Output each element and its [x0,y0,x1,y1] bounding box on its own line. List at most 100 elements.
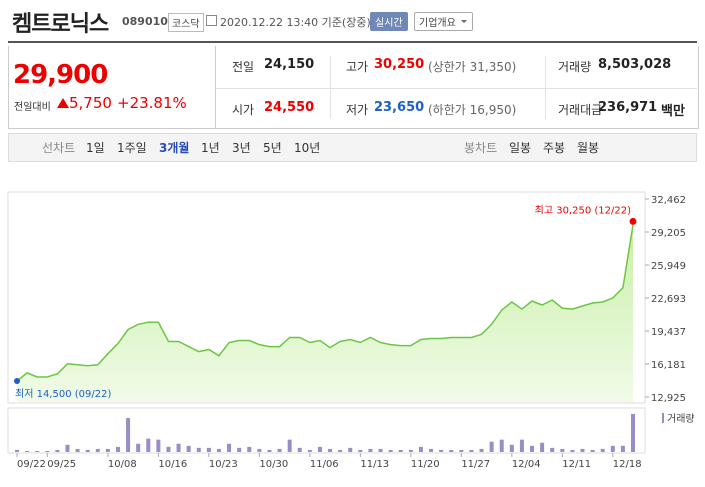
period-tab[interactable]: 1주일 [117,141,147,155]
volume-bar [35,450,40,452]
stat-value: 30,250 [374,57,425,72]
y-tick-label: 32,462 [651,195,686,206]
volume-bar [459,449,464,452]
volume-bar [388,449,393,452]
period-tab[interactable]: 1년 [201,141,220,155]
volume-bar [439,449,444,452]
volume-bar [398,449,403,452]
period-tab[interactable]: 3개월 [159,141,190,155]
volume-bar [146,438,151,452]
timestamp: 2020.12.22 13:40 기준(장중) [220,16,371,29]
y-tick-label: 29,205 [651,228,686,239]
volume-bar [358,449,363,452]
y-tick-label: 16,181 [651,360,686,371]
high-marker [629,217,637,225]
low-marker [14,378,20,385]
volume-bar [469,449,474,452]
change-pct: +23.81% [117,94,187,112]
volume-bar [176,443,181,452]
volume-legend: 거래량 [667,413,695,425]
stat-note: 백만 [661,104,685,119]
company-info-dropdown[interactable]: 기업개요 [414,12,473,31]
stat-value: 23,650 [374,100,425,115]
price-line [16,224,634,382]
y-tick-label: 22,693 [651,294,686,305]
realtime-button[interactable]: 실시간 [370,12,408,31]
period-tab[interactable]: 10년 [294,141,321,155]
market-badge: 코스닥 [168,13,204,32]
stat-note: (하한가 16,950) [428,103,517,117]
volume-bar [550,447,555,452]
quote-box [8,46,699,129]
divider [8,41,697,43]
volume-bar [499,439,504,452]
tab-group-label: 봉차트 [464,141,498,155]
volume-bar [378,448,383,452]
volume-bar [429,448,434,452]
volume-bar [610,445,615,452]
stat-value: 236,971 [598,100,658,115]
stat-label: 고가 [346,60,369,74]
volume-bar [560,448,565,452]
volume-bar [368,448,373,452]
volume-bar [449,449,454,452]
x-tick-label: 12/04 [512,459,541,470]
current-price: 29,900 [13,60,108,90]
volume-bar [95,448,100,452]
volume-bar [65,444,70,452]
stat-value: 8,503,028 [598,57,672,72]
volume-bar [489,441,494,452]
change: 5,750 [69,94,112,112]
x-tick-label: 09/22 [17,459,46,470]
stat-label: 거래량 [558,60,592,74]
up-arrow [57,98,69,108]
volume-bar [600,448,605,452]
volume-bar [570,449,575,452]
price-area [17,225,633,402]
volume-bar [590,449,595,452]
volume-bar [55,449,60,452]
volume-bar [297,447,302,452]
change-label: 전일대비 [14,102,51,113]
candle-tab[interactable]: 일봉 [509,141,532,155]
tab-group-label: 선차트 [42,141,76,155]
stat-label: 전일 [232,60,255,74]
divider [330,56,331,119]
volume-bar [277,448,282,452]
x-tick-label: 11/20 [411,459,440,470]
x-tick-label: 10/30 [259,459,288,470]
candle-tab[interactable]: 주봉 [543,141,566,155]
x-tick-label: 11/27 [461,459,490,470]
volume-bar [156,439,161,452]
stat-label: 저가 [346,103,369,117]
volume-bar [237,447,242,452]
y-tick-label: 25,949 [651,261,686,272]
period-tab[interactable]: 3년 [232,141,251,155]
stat-note: (상한가 31,350) [428,60,517,74]
x-tick-label: 12/11 [562,459,591,470]
divider [216,88,697,89]
volume-bar [247,446,252,452]
volume-bar [631,414,635,452]
volume-bar [196,447,201,452]
candle-tab[interactable]: 월봉 [577,141,600,155]
volume-bar [166,446,171,452]
x-tick-label: 11/13 [360,459,389,470]
volume-bar [15,449,19,452]
volume-bar [267,449,272,452]
divider [545,56,546,119]
price-frame [7,191,646,404]
stat-value: 24,550 [264,100,315,115]
low-label: 최저 14,500 (09/22) [15,388,111,400]
stock-name: 켐트로닉스 [12,12,109,37]
volume-bar [136,443,141,452]
period-tab[interactable]: 1일 [86,141,105,155]
volume-bar [75,448,80,452]
x-tick-label: 10/23 [209,459,238,470]
period-tab[interactable]: 5년 [263,141,282,155]
stat-label: 거래대금 [558,103,603,117]
volume-bar [408,449,413,452]
volume-bar [227,443,232,452]
y-tick-label: 12,925 [651,393,686,404]
